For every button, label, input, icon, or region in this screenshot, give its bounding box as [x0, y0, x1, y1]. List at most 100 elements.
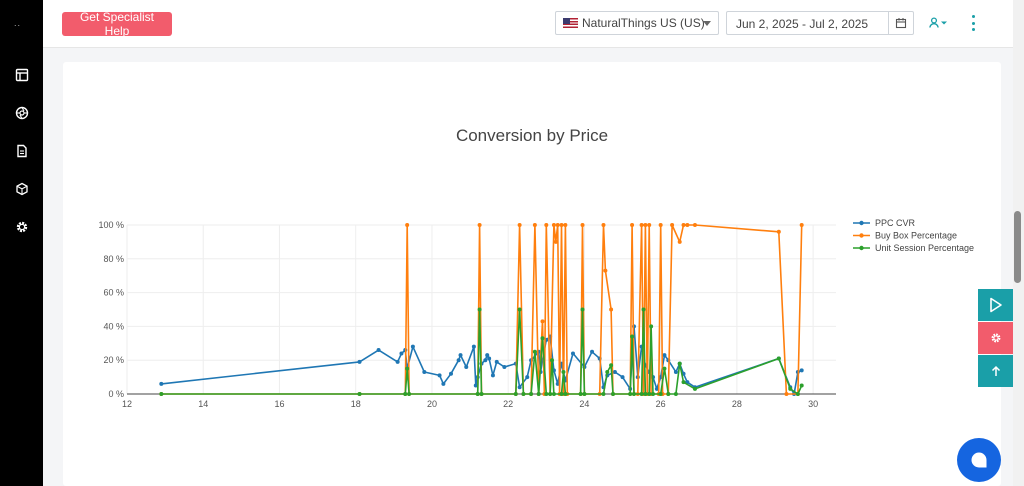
x-tick-label: 18	[351, 399, 361, 409]
scrollbar-thumb[interactable]	[1014, 211, 1021, 283]
data-point	[479, 392, 484, 396]
data-point	[776, 356, 781, 361]
x-tick-label: 24	[579, 399, 589, 409]
dot-icon	[971, 21, 975, 25]
data-point	[395, 359, 400, 364]
data-point	[630, 334, 635, 339]
sidebar-item-products[interactable]	[13, 180, 31, 198]
data-point	[563, 392, 568, 396]
x-tick-label: 28	[732, 399, 742, 409]
data-point	[570, 351, 575, 356]
data-point	[639, 392, 644, 396]
layout-icon	[15, 68, 29, 82]
data-point	[477, 223, 482, 227]
data-point	[662, 353, 667, 358]
data-point	[601, 223, 606, 227]
data-point	[647, 392, 652, 396]
data-point	[357, 359, 362, 364]
data-point	[464, 364, 469, 369]
data-point	[449, 371, 454, 376]
data-point	[612, 370, 617, 375]
legend-marker	[859, 233, 864, 238]
data-point	[799, 368, 804, 373]
data-point	[673, 370, 678, 375]
data-point	[553, 239, 558, 244]
get-specialist-help-button[interactable]: Get Specialist Help	[62, 10, 172, 38]
conversion-by-price-chart: 12 14 16 18 20 22 24 26 28 30 0 % 20 % 40 % 60 % 80 % 1…	[98, 218, 974, 409]
data-point	[159, 381, 164, 386]
data-point	[399, 351, 404, 356]
x-tick-label: 22	[503, 399, 513, 409]
data-point	[410, 344, 415, 349]
sidebar-item-analytics[interactable]	[13, 104, 31, 122]
x-tick-label: 16	[274, 399, 284, 409]
aperture-icon	[15, 106, 29, 120]
data-point	[641, 307, 646, 312]
data-point	[490, 373, 495, 378]
y-tick-label: 100 %	[98, 220, 124, 230]
data-point	[580, 307, 585, 312]
data-point	[692, 386, 697, 391]
chevron-down-icon	[703, 21, 711, 26]
chat-bubble-icon	[971, 452, 987, 468]
data-point	[795, 392, 800, 396]
dot-icon	[971, 15, 975, 18]
data-point	[649, 324, 654, 329]
chat-button[interactable]	[957, 438, 1001, 482]
data-point	[517, 223, 522, 227]
series-2	[159, 307, 804, 396]
chart-card: Conversion by Price 12 14 16 18 20 22 24 26 28 30…	[63, 62, 1001, 486]
date-range-picker[interactable]: Jun 2, 2025 - Jul 2, 2025	[726, 11, 914, 35]
x-tick-label: 12	[122, 399, 132, 409]
data-point	[776, 229, 781, 234]
calendar-button[interactable]	[888, 12, 913, 34]
y-tick-label: 40 %	[103, 321, 124, 331]
data-point	[485, 353, 490, 358]
legend-label: PPC CVR	[875, 218, 916, 228]
data-point	[580, 223, 585, 227]
data-point	[582, 392, 587, 396]
gear-icon	[991, 333, 1000, 343]
data-point	[544, 392, 549, 396]
data-point	[654, 386, 659, 391]
data-point	[405, 366, 410, 371]
document-icon	[17, 144, 27, 158]
user-menu-button[interactable]	[929, 15, 951, 31]
data-point	[784, 392, 789, 396]
top-bar: Get Specialist Help NaturalThings US (US…	[43, 0, 1013, 48]
scroll-to-top-button[interactable]	[978, 355, 1013, 387]
settings-fab-button[interactable]	[978, 322, 1013, 354]
data-point	[662, 366, 667, 371]
data-point	[628, 392, 633, 396]
data-point	[525, 375, 530, 380]
sidebar-item-reports[interactable]	[13, 142, 31, 160]
data-point	[536, 392, 541, 396]
data-point	[685, 223, 690, 227]
more-options-button[interactable]	[969, 15, 977, 31]
data-point	[494, 359, 499, 364]
data-point	[677, 361, 682, 366]
data-point	[456, 358, 461, 363]
data-point	[630, 223, 635, 227]
sidebar-item-dashboard[interactable]	[13, 66, 31, 84]
y-tick-label: 80 %	[103, 254, 124, 264]
legend-label: Buy Box Percentage	[875, 231, 957, 241]
user-icon	[929, 17, 947, 28]
data-point	[357, 392, 362, 396]
data-point	[605, 370, 610, 375]
data-point	[513, 392, 518, 396]
play-tour-button[interactable]	[978, 289, 1013, 321]
y-tick-label: 60 %	[103, 288, 124, 298]
data-point	[643, 392, 648, 396]
data-point	[611, 392, 616, 396]
data-point	[609, 307, 614, 312]
sidebar-item-settings[interactable]	[13, 218, 31, 236]
data-point	[601, 392, 606, 396]
store-select[interactable]: NaturalThings US (US)	[555, 11, 719, 35]
x-tick-label: 26	[656, 399, 666, 409]
data-point	[473, 383, 478, 388]
data-point	[651, 392, 656, 396]
store-select-value: NaturalThings US (US)	[582, 16, 705, 30]
data-point	[532, 349, 537, 354]
